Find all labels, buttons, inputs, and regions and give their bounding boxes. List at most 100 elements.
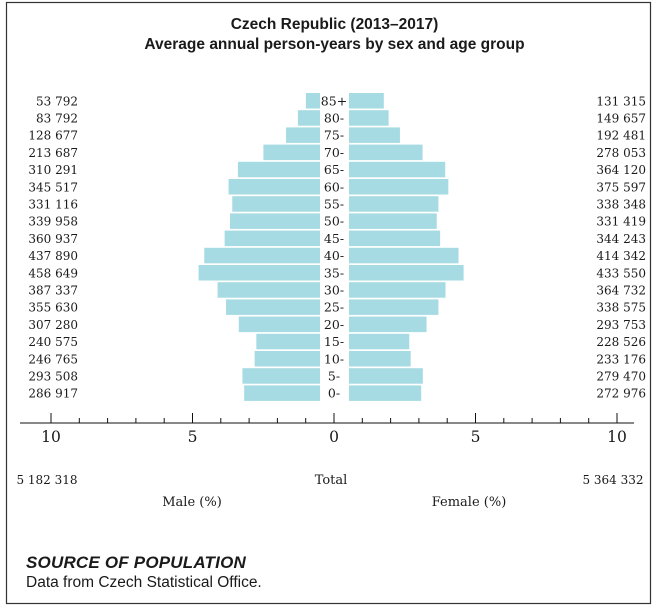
count-male-6: 331 116 [28, 197, 78, 211]
count-female-0: 131 315 [596, 94, 646, 108]
bar-female-15 [349, 351, 411, 367]
count-female-9: 414 342 [596, 249, 646, 263]
source-heading: SOURCE OF POPULATION [26, 553, 246, 572]
bar-male-2 [286, 127, 320, 143]
age-label-7: 50- [324, 214, 344, 229]
count-male-14: 240 575 [28, 335, 78, 349]
bar-male-1 [297, 110, 320, 126]
bar-female-1 [349, 110, 389, 126]
age-label-10: 35- [324, 265, 344, 280]
bar-female-4 [349, 161, 446, 178]
bar-female-6 [349, 196, 439, 212]
count-male-8: 360 937 [28, 232, 78, 246]
bar-female-16 [349, 368, 423, 384]
total-label: Total [315, 473, 348, 488]
count-male-12: 355 630 [28, 301, 78, 315]
count-female-10: 433 550 [596, 266, 646, 280]
age-label-0: 85+ [321, 93, 347, 108]
count-female-16: 279 470 [596, 369, 646, 383]
age-label-11: 30- [324, 282, 344, 297]
bar-male-8 [224, 230, 320, 247]
count-male-1: 83 792 [36, 111, 78, 125]
bar-male-12 [226, 299, 320, 315]
bar-male-16 [242, 368, 320, 384]
bar-female-12 [349, 299, 439, 315]
count-female-7: 331 419 [596, 215, 646, 229]
male-bars [198, 93, 320, 401]
count-female-11: 364 732 [596, 283, 646, 297]
count-female-12: 338 575 [596, 301, 646, 315]
bar-male-5 [228, 179, 320, 195]
male-axis-label: Male (%) [162, 495, 222, 510]
bar-male-3 [263, 144, 320, 161]
bar-female-13 [349, 316, 427, 333]
bar-male-10 [198, 265, 320, 281]
age-label-4: 65- [324, 162, 344, 177]
bar-male-0 [305, 93, 320, 109]
count-male-2: 128 677 [28, 129, 78, 143]
count-male-15: 246 765 [28, 352, 78, 366]
bar-female-5 [349, 179, 449, 195]
male-total: 5 182 318 [16, 473, 77, 487]
female-total: 5 364 332 [582, 473, 643, 487]
age-label-6: 55- [324, 196, 344, 211]
x-tick-label-0: 10 [41, 428, 61, 446]
bar-female-7 [349, 213, 437, 229]
count-male-3: 213 687 [28, 146, 78, 160]
count-male-7: 339 958 [28, 215, 78, 229]
count-male-9: 437 890 [28, 249, 78, 263]
count-male-10: 458 649 [28, 266, 78, 280]
count-female-17: 272 976 [596, 387, 646, 401]
outer-border [5, 1, 652, 605]
bar-male-13 [238, 316, 320, 333]
age-label-14: 15- [324, 334, 344, 349]
chart-subtitle: Average annual person-years by sex and a… [144, 36, 525, 53]
count-female-6: 338 348 [596, 197, 646, 211]
chart-title: Czech Republic (2013–2017) [230, 16, 439, 33]
bar-female-11 [349, 282, 446, 298]
age-label-13: 20- [324, 317, 344, 332]
bar-male-6 [232, 196, 320, 212]
count-female-2: 192 481 [596, 129, 646, 143]
bar-female-10 [349, 265, 464, 281]
count-female-3: 278 053 [596, 146, 646, 160]
count-male-4: 310 291 [28, 163, 78, 177]
x-tick-label-2: 0 [329, 428, 339, 446]
count-female-5: 375 597 [596, 180, 646, 194]
count-male-17: 286 917 [28, 387, 78, 401]
count-male-13: 307 280 [28, 318, 78, 332]
age-label-5: 60- [324, 179, 344, 194]
bar-female-14 [349, 333, 410, 350]
count-female-4: 364 120 [596, 163, 646, 177]
bar-male-9 [204, 247, 320, 264]
bar-female-3 [349, 144, 423, 161]
age-label-12: 25- [324, 300, 344, 315]
source-text: Data from Czech Statistical Office. [26, 574, 262, 591]
bar-male-4 [237, 161, 320, 178]
female-count-labels: 131 315 149 657 192 481 278 053 364 120 375 5… [596, 94, 646, 400]
age-label-17: 0- [328, 386, 340, 401]
x-tick-label-4: 10 [607, 428, 627, 446]
age-labels: 85+ 80- 75- 70- 65- 60- 55- 50- 45- 40- 35- 30- 25- 2… [321, 93, 347, 400]
bar-female-2 [349, 127, 400, 143]
bar-female-17 [349, 385, 422, 401]
x-axis-ticks: 10 5 0 5 10 [41, 413, 627, 446]
female-bars [349, 93, 464, 401]
count-female-14: 228 526 [596, 335, 646, 349]
age-label-8: 45- [324, 231, 344, 246]
bar-male-11 [217, 282, 320, 298]
age-label-9: 40- [324, 248, 344, 263]
bar-male-17 [244, 385, 320, 401]
count-male-16: 293 508 [28, 369, 78, 383]
male-count-labels: 53 792 83 792 128 677 213 687 310 291 345 517… [28, 94, 78, 400]
age-label-3: 70- [324, 145, 344, 160]
age-label-1: 80- [324, 110, 344, 125]
female-axis-label: Female (%) [432, 495, 507, 510]
x-tick-label-1: 5 [188, 428, 198, 446]
count-male-0: 53 792 [36, 94, 78, 108]
bar-female-9 [349, 247, 459, 264]
age-label-2: 75- [324, 128, 344, 143]
count-male-5: 345 517 [28, 180, 78, 194]
